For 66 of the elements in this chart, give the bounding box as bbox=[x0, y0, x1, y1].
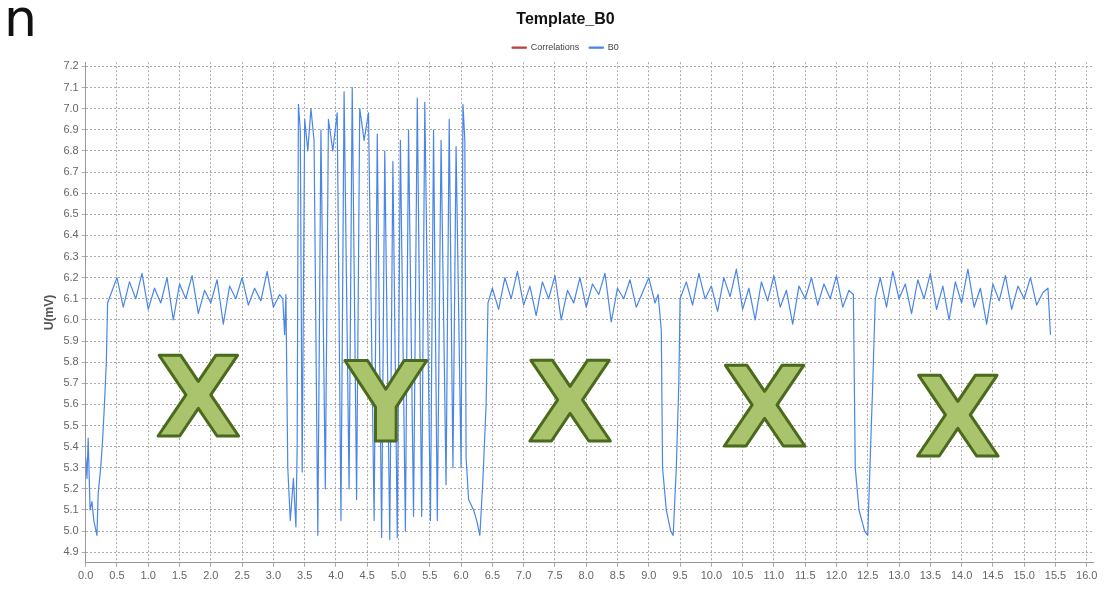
y-tick-label: 5.5 bbox=[63, 418, 79, 431]
x-tick-label: 6.5 bbox=[484, 569, 501, 582]
x-tick-label: 8.0 bbox=[578, 569, 594, 582]
y-tick-label: 5.2 bbox=[63, 481, 79, 494]
y-tick-label: 5.8 bbox=[63, 355, 79, 368]
y-tick-label: 6.9 bbox=[63, 122, 79, 135]
y-tick-label: 7.2 bbox=[63, 59, 79, 72]
y-tick-label: 5.6 bbox=[63, 397, 79, 410]
x-tick-label: 16.0 bbox=[1076, 569, 1098, 582]
x-tick-label: 3.0 bbox=[265, 569, 282, 582]
x-tick-label: 4.5 bbox=[359, 569, 375, 582]
legend-label: B0 bbox=[607, 42, 619, 53]
y-tick-label: 7.0 bbox=[63, 101, 79, 114]
x-tick-label: 9.0 bbox=[641, 569, 657, 582]
x-tick-label: 7.5 bbox=[547, 569, 563, 582]
annotation: X bbox=[527, 339, 613, 468]
x-tick-label: 15.0 bbox=[1013, 569, 1035, 582]
y-tick-label: 6.7 bbox=[63, 165, 79, 178]
text: n bbox=[4, 0, 37, 48]
y-tick-label: 6.1 bbox=[63, 291, 79, 304]
x-tick-label: 3.5 bbox=[297, 569, 313, 582]
y-tick-label: 6.4 bbox=[63, 228, 79, 241]
x-tick-label: 2.0 bbox=[203, 569, 219, 582]
y-tick-label: 6.0 bbox=[63, 312, 79, 325]
y-tick-label: 7.1 bbox=[63, 80, 79, 93]
y-axis-title: U(mV) bbox=[41, 294, 56, 331]
y-tick-label: 6.6 bbox=[63, 186, 79, 199]
y-tick-label: 5.1 bbox=[63, 503, 79, 516]
annotation: X bbox=[915, 354, 1001, 483]
x-tick-label: 7.0 bbox=[516, 569, 532, 582]
x-tick-label: 13.0 bbox=[888, 569, 910, 582]
y-tick-label: 6.2 bbox=[63, 270, 79, 283]
x-tick-label: 0.5 bbox=[109, 569, 125, 582]
x-tick-label: 13.5 bbox=[919, 569, 942, 582]
x-tick-label: 5.0 bbox=[390, 569, 407, 582]
x-tick-label: 14.5 bbox=[982, 569, 1004, 582]
x-tick-label: 12.5 bbox=[857, 569, 879, 582]
x-tick-label: 1.5 bbox=[171, 569, 188, 582]
x-tick-label: 4.0 bbox=[328, 569, 344, 582]
x-tick-label: 6.0 bbox=[453, 569, 469, 582]
x-tick-label: 1.0 bbox=[140, 569, 156, 582]
x-tick-label: 15.5 bbox=[1044, 569, 1067, 582]
y-tick-label: 5.9 bbox=[63, 334, 79, 347]
y-tick-label: 5.7 bbox=[63, 376, 79, 389]
y-tick-label: 5.4 bbox=[63, 439, 79, 452]
x-tick-label: 14.0 bbox=[950, 569, 973, 582]
x-tick-label: 11.0 bbox=[763, 569, 785, 582]
x-tick-label: 8.5 bbox=[609, 569, 626, 582]
y-tick-label: 5.0 bbox=[63, 524, 79, 537]
y-tick-label: 5.3 bbox=[63, 460, 79, 473]
y-tick-label: 6.3 bbox=[63, 249, 79, 262]
annotation: X bbox=[722, 344, 808, 473]
x-tick-label: 10.0 bbox=[700, 569, 723, 582]
x-tick-label: 11.5 bbox=[794, 569, 816, 582]
annotation: X bbox=[156, 334, 241, 463]
x-tick-label: 5.5 bbox=[422, 569, 438, 582]
x-tick-label: 9.5 bbox=[672, 569, 688, 582]
y-tick-label: 6.5 bbox=[63, 207, 79, 220]
x-tick-label: 0.0 bbox=[78, 569, 94, 582]
x-tick-label: 10.5 bbox=[731, 569, 754, 582]
chart-title: Template_B0 bbox=[516, 10, 615, 28]
x-tick-label: 12.0 bbox=[825, 569, 848, 582]
y-tick-label: 4.9 bbox=[63, 545, 79, 558]
legend-label: Correlations bbox=[530, 42, 580, 53]
y-tick-label: 6.8 bbox=[63, 143, 79, 156]
x-tick-label: 2.5 bbox=[234, 569, 250, 582]
